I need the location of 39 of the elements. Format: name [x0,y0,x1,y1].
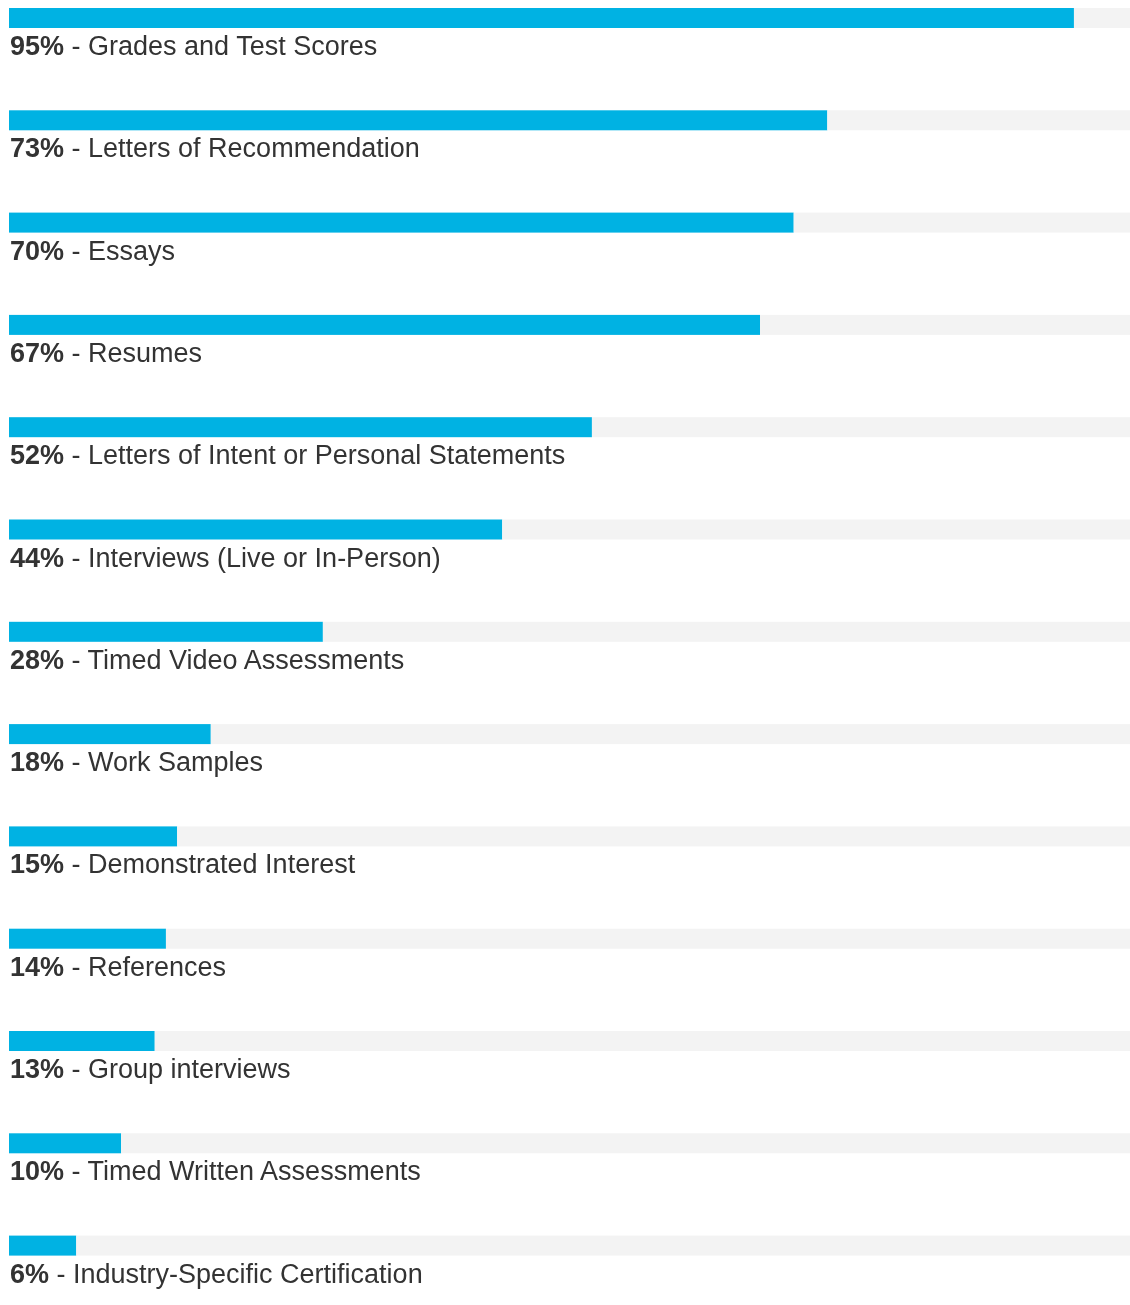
y-tick-label: - Grades and Test Scores [64,31,378,61]
y-tick-label: - Timed Written Assessments [64,1156,421,1187]
data-label: 67% [10,337,65,368]
y-tick-label: - Work Samples [64,747,264,778]
data-label: 95% [10,31,65,61]
bar [9,621,323,642]
data-label: 14% [10,951,65,982]
bar [9,314,761,335]
bar [9,928,166,949]
y-tick-label: - Timed Video Assessments [64,644,405,675]
bar [9,724,211,745]
data-label: 15% [10,849,65,880]
y-tick-label: - Letters of Recommendation [64,133,420,164]
y-tick-label: - Resumes [64,337,203,368]
data-label: 70% [10,235,65,266]
bar [9,826,178,847]
y-tick-label: - Demonstrated Interest [64,849,356,880]
data-label: 13% [10,1054,65,1084]
data-label: 18% [10,747,65,778]
y-tick-label: - Industry-Specific Certification [49,1258,423,1289]
y-tick-label: - Group interviews [64,1054,291,1084]
data-label: 52% [10,440,65,471]
data-label: 28% [10,644,65,675]
data-label: 44% [10,542,65,573]
data-label: 73% [10,133,65,164]
bar [9,1133,122,1154]
bar [9,1031,155,1051]
bar [9,8,1074,28]
data-label: 10% [10,1156,65,1187]
data-label: 6% [10,1258,50,1289]
y-tick-label: - Essays [64,235,176,266]
bar [9,212,794,233]
bar [9,417,592,438]
y-tick-label: - References [64,951,227,982]
y-tick-label: - Letters of Intent or Personal Statements [64,440,566,471]
y-tick-label: - Interviews (Live or In-Person) [64,542,441,573]
bar [9,519,503,540]
bar [9,110,828,131]
bar [9,1235,77,1256]
